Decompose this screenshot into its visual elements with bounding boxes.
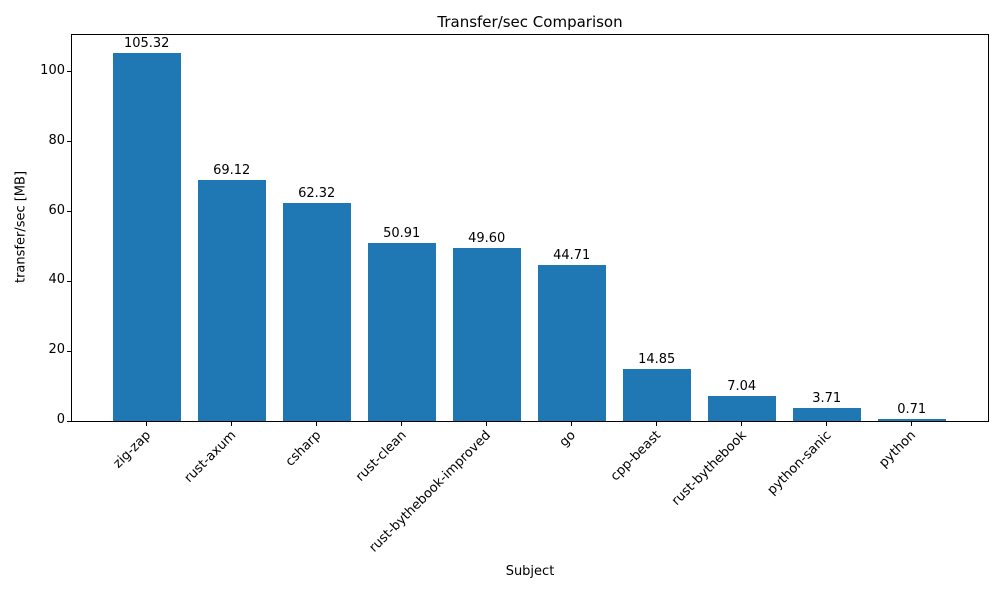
x-tick-mark bbox=[146, 422, 148, 426]
bar-value-label: 69.12 bbox=[213, 162, 251, 178]
bar bbox=[622, 369, 691, 421]
y-tick-mark bbox=[67, 211, 71, 213]
x-tick-label: rust-bythebook bbox=[668, 428, 750, 509]
bar bbox=[707, 396, 776, 421]
y-tick-mark bbox=[67, 350, 71, 352]
y-tick-label: 20 bbox=[48, 342, 65, 358]
x-tick-mark bbox=[656, 422, 658, 426]
bar bbox=[282, 203, 351, 421]
y-tick-mark bbox=[67, 280, 71, 282]
y-tick-mark bbox=[67, 141, 71, 143]
bar-value-label: 7.04 bbox=[727, 379, 757, 395]
bar bbox=[112, 53, 181, 421]
bar-value-label: 14.85 bbox=[638, 352, 676, 368]
y-tick-label: 60 bbox=[48, 202, 65, 218]
x-axis-label: Subject bbox=[505, 564, 555, 579]
x-tick-label: csharp bbox=[282, 428, 325, 470]
x-tick-mark bbox=[316, 422, 318, 426]
bar-value-label: 62.32 bbox=[298, 186, 336, 202]
x-tick-mark bbox=[401, 422, 403, 426]
y-tick-label: 80 bbox=[48, 132, 65, 148]
y-tick-mark bbox=[67, 71, 71, 73]
x-tick-mark bbox=[826, 422, 828, 426]
bar-value-label: 0.71 bbox=[897, 401, 927, 417]
y-tick-mark bbox=[67, 420, 71, 422]
x-tick-mark bbox=[231, 422, 233, 426]
chart-title: Transfer/sec Comparison bbox=[437, 13, 623, 31]
x-tick-label: python-sanic bbox=[764, 428, 835, 498]
bar-value-label: 50.91 bbox=[383, 226, 421, 242]
x-tick-label: rust-clean bbox=[352, 428, 410, 485]
x-tick-mark bbox=[571, 422, 573, 426]
plot-area: 0 20 40 60 80 100 105.32 zig-zap 69.12 rust-axum 6… bbox=[40, 34, 989, 555]
x-tick-label: zig-zap bbox=[110, 428, 155, 472]
x-tick-label: cpp-beast bbox=[608, 428, 665, 485]
bar bbox=[452, 247, 521, 421]
bar-value-label: 44.71 bbox=[553, 247, 591, 263]
bar bbox=[537, 264, 606, 421]
bar-value-label: 3.71 bbox=[812, 391, 842, 407]
bar bbox=[367, 243, 436, 421]
y-axis-label: transfer/sec [MB] bbox=[13, 170, 29, 284]
y-tick-label: 100 bbox=[40, 62, 65, 78]
y-tick-label: 0 bbox=[56, 412, 65, 427]
x-tick-mark bbox=[486, 422, 488, 426]
x-tick-label: go bbox=[557, 428, 580, 451]
bar bbox=[792, 408, 861, 421]
y-tick-label: 40 bbox=[48, 272, 65, 288]
x-tick-mark bbox=[911, 422, 913, 426]
bar-value-label: 49.60 bbox=[468, 230, 506, 246]
x-tick-label: rust-axum bbox=[181, 428, 240, 486]
x-tick-mark bbox=[741, 422, 743, 426]
bar-value-label: 105.32 bbox=[123, 36, 170, 52]
bar bbox=[197, 179, 266, 421]
x-tick-label: python bbox=[876, 428, 920, 471]
bar bbox=[877, 418, 946, 421]
